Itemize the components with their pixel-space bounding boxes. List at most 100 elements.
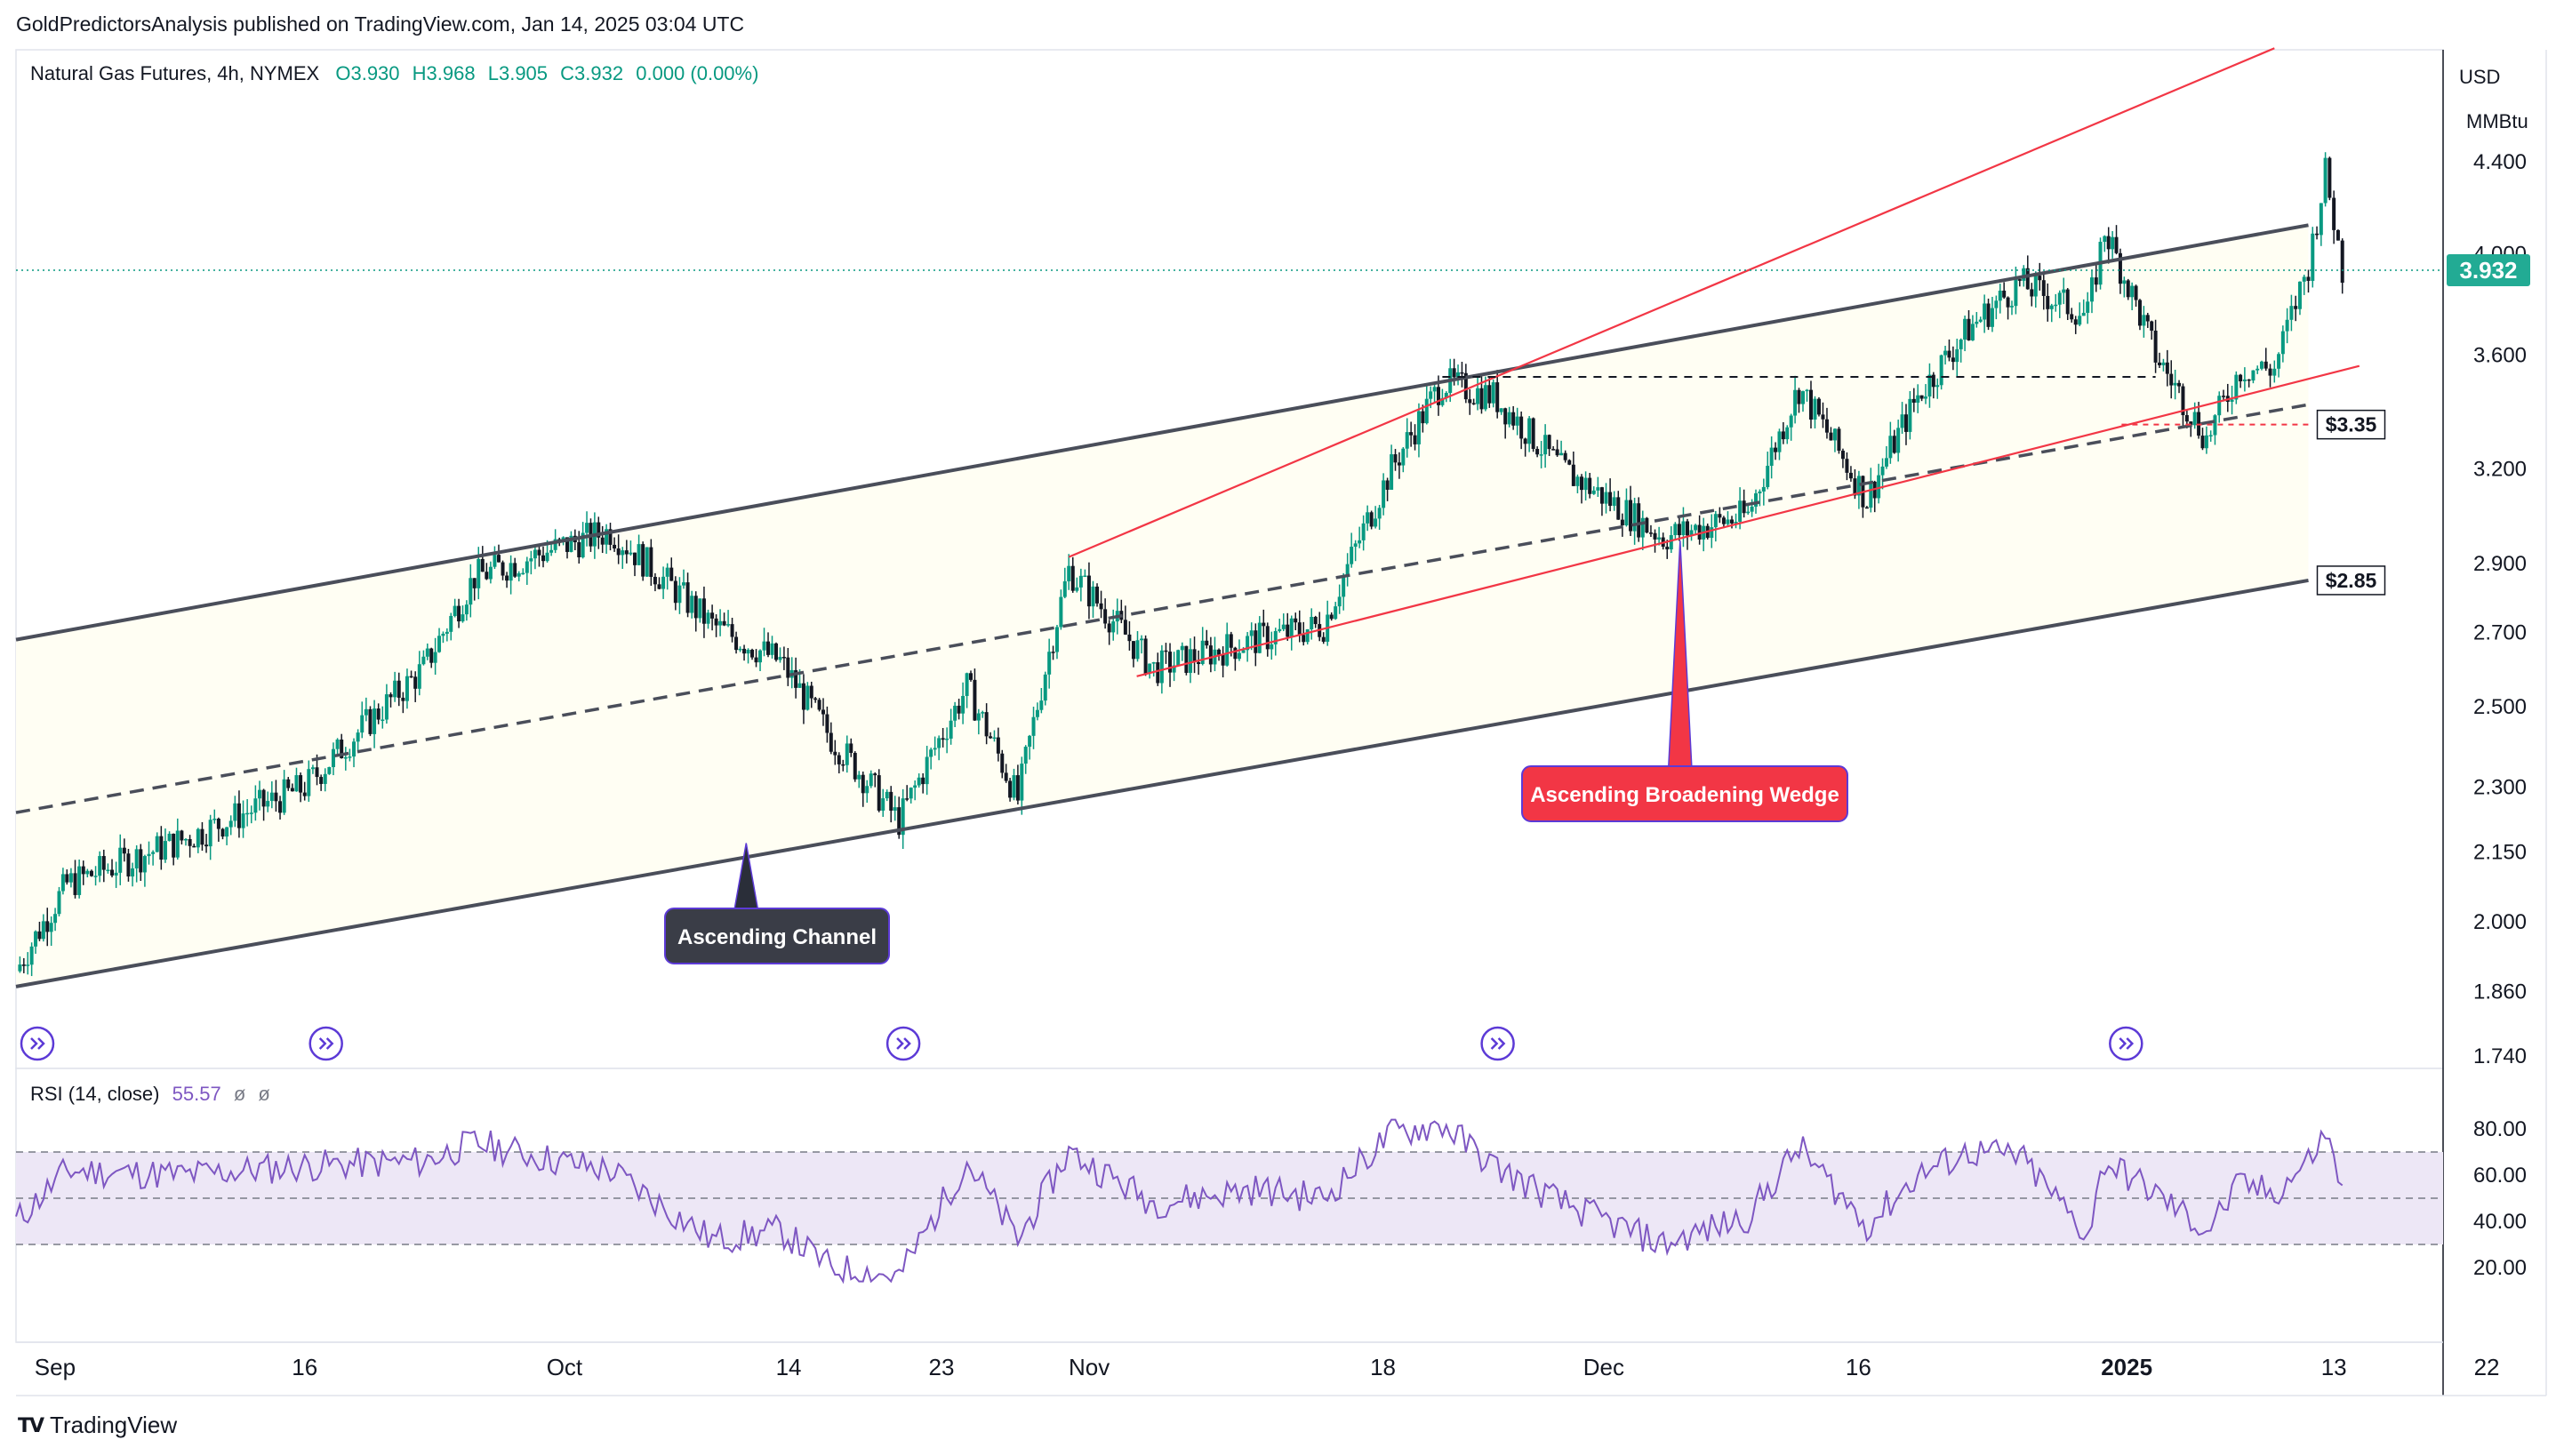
candle-body (2134, 285, 2138, 300)
candle-body (299, 775, 303, 793)
candle-body (945, 738, 949, 740)
candle-body (274, 792, 278, 802)
candle-body (1444, 393, 1448, 398)
candle-body (433, 652, 437, 663)
candle-body (1924, 396, 1928, 399)
candle-body (1616, 497, 1621, 520)
candle-body (989, 736, 993, 739)
candle-body (389, 694, 393, 698)
candle-body (881, 798, 885, 811)
price-tick-label: 4.400 (2473, 150, 2527, 174)
candle-body (1237, 652, 1241, 660)
candle-body (2078, 316, 2082, 325)
candle-body (865, 786, 869, 794)
candle-body (2268, 368, 2272, 376)
candle-body (1366, 512, 1370, 524)
candle-body (837, 755, 841, 764)
candle-body (577, 542, 581, 557)
candle-body (1495, 382, 1500, 412)
candle-body (2057, 292, 2062, 305)
symbol-legend[interactable]: Natural Gas Futures, 4h, NYMEX O3.930 H3… (30, 62, 758, 85)
candle-body (200, 828, 204, 845)
candle-body (437, 636, 442, 652)
candle-body (1270, 644, 1274, 650)
candle-body (957, 705, 961, 714)
candle-body (1043, 674, 1047, 701)
candle-body (286, 779, 291, 788)
candle-body (693, 596, 698, 619)
candle-body (600, 537, 605, 545)
candle-body (1127, 634, 1132, 642)
candle-body (1805, 389, 1809, 392)
candle-body (754, 657, 758, 663)
candle-body (517, 573, 521, 577)
candle-body (1563, 452, 1567, 460)
candle-body (1888, 436, 1893, 459)
candle-body (1397, 462, 1401, 466)
price-tick-label: 2.700 (2473, 621, 2527, 645)
candle-body (1086, 575, 1091, 607)
candle-body (1710, 527, 1714, 539)
candle-body (485, 572, 489, 580)
candle-body (2046, 295, 2050, 309)
candle-body (1629, 500, 1633, 532)
candle-body (1848, 472, 1853, 479)
candle-body (2002, 290, 2007, 298)
candle-body (714, 618, 718, 626)
candle-body (269, 792, 274, 802)
candle-body (1877, 475, 1881, 499)
candle-body (1620, 519, 1624, 525)
candle-body (1694, 524, 1698, 531)
candle-body (2302, 276, 2306, 282)
candle-body (1225, 634, 1230, 666)
candle-body (381, 719, 385, 722)
candle-body (2137, 300, 2142, 326)
candle-body (1742, 500, 1746, 514)
candle-body (278, 801, 283, 813)
candle-body (368, 708, 373, 734)
candle-body (1262, 622, 1266, 627)
candle-body (2294, 306, 2298, 309)
candle-body (1028, 735, 1032, 748)
rsi-legend[interactable]: RSI (14, close) 55.57 ø ø (30, 1083, 270, 1106)
candle-body (1677, 524, 1681, 536)
candle-body (1429, 391, 1433, 399)
candle-body (212, 819, 217, 820)
candle-body (257, 789, 261, 799)
rsi-symbol-2: ø (258, 1083, 270, 1105)
candle-body (1385, 480, 1390, 490)
candle-body (2311, 233, 2315, 281)
candle-body (335, 740, 340, 749)
candle-body (2122, 280, 2127, 284)
candle-body (2177, 382, 2182, 387)
footer-brand[interactable]: 𝗧𝗩 TradingView (18, 1412, 177, 1439)
candle-body (1829, 432, 1833, 441)
candle-body (1205, 640, 1209, 646)
candle-body (1754, 493, 1759, 507)
wedge-upper-line (1068, 47, 2275, 558)
candle-body (613, 544, 617, 549)
channel-callout-label: Ascending Channel (677, 925, 877, 949)
rsi-title: RSI (14, close) (30, 1083, 160, 1105)
candle-body (110, 869, 115, 876)
candle-body (1305, 628, 1310, 643)
candle-body (2041, 280, 2046, 296)
candle-body (637, 544, 641, 565)
candle-body (1172, 665, 1176, 673)
candle-body (2256, 368, 2260, 371)
candle-body (360, 715, 365, 733)
candle-body (1673, 524, 1678, 536)
candle-body (464, 604, 469, 615)
candle-body (384, 694, 389, 720)
candle-body (597, 522, 601, 538)
candle-body (89, 870, 93, 876)
candle-body (2073, 319, 2078, 325)
candle-body (348, 756, 352, 758)
candle-body (188, 838, 192, 846)
candle-body (236, 803, 241, 828)
candle-body (2017, 279, 2022, 281)
candle-body (2150, 321, 2154, 331)
candle-body (1197, 661, 1201, 665)
time-tick-label: Nov (1069, 1354, 1110, 1380)
